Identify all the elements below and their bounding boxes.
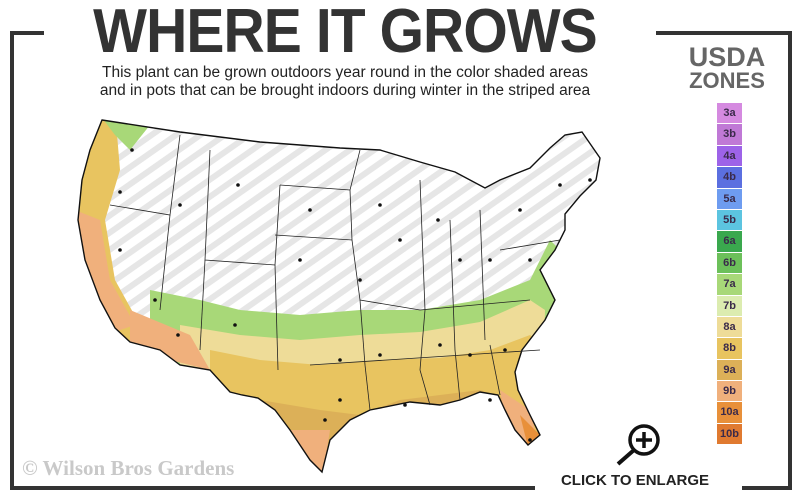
state-borders bbox=[109, 134, 561, 411]
subtitle-line: and in pots that can be brought indoors … bbox=[99, 82, 591, 99]
legend-zone-10b: 10b bbox=[717, 423, 742, 446]
page-title: WHERE IT GROWS bbox=[93, 0, 598, 66]
zoom-in-icon[interactable] bbox=[612, 422, 664, 466]
legend-zone-8b: 8b bbox=[717, 338, 742, 360]
click-to-enlarge-button[interactable]: CLICK TO ENLARGE bbox=[560, 472, 710, 489]
legend-zone-3a: 3a bbox=[717, 103, 742, 125]
legend-title: USDA ZONES bbox=[672, 44, 782, 92]
legend-zone-9a: 9a bbox=[717, 359, 742, 382]
legend-zone-3b: 3b bbox=[717, 124, 742, 146]
legend-zone-4a: 4a bbox=[717, 145, 742, 168]
zone-legend: 3a 3b 4a 4b 5a 5b 6a 6b 7a 7b 8a 8b 9a 9b 10a 10b bbox=[717, 103, 742, 446]
subtitle-line: This plant can be grown outdoors year ro… bbox=[102, 64, 588, 81]
frame-top-left bbox=[10, 31, 44, 35]
frame-bottom-right bbox=[742, 486, 792, 490]
city-dots bbox=[118, 148, 592, 442]
frame-top-right bbox=[656, 31, 792, 35]
legend-zone-7b: 7b bbox=[717, 295, 742, 317]
legend-zone-7a: 7a bbox=[717, 274, 742, 296]
frame-right bbox=[788, 31, 792, 490]
frame-bottom-left bbox=[10, 486, 535, 490]
legend-zone-6a: 6a bbox=[717, 231, 742, 253]
copyright-watermark: © Wilson Bros Gardens bbox=[22, 456, 235, 480]
legend-zone-4b: 4b bbox=[717, 167, 742, 189]
usda-zone-map[interactable] bbox=[60, 110, 620, 480]
legend-title-line: ZONES bbox=[689, 68, 765, 93]
legend-zone-5a: 5a bbox=[717, 188, 742, 210]
legend-title-line: USDA bbox=[688, 42, 766, 72]
legend-zone-10a: 10a bbox=[717, 402, 742, 424]
legend-zone-6b: 6b bbox=[717, 252, 742, 275]
legend-zone-8a: 8a bbox=[717, 316, 742, 339]
legend-zone-5b: 5b bbox=[717, 209, 742, 232]
subtitle: This plant can be grown outdoors year ro… bbox=[40, 64, 650, 100]
frame-left bbox=[10, 31, 14, 490]
legend-zone-9b: 9b bbox=[717, 381, 742, 403]
